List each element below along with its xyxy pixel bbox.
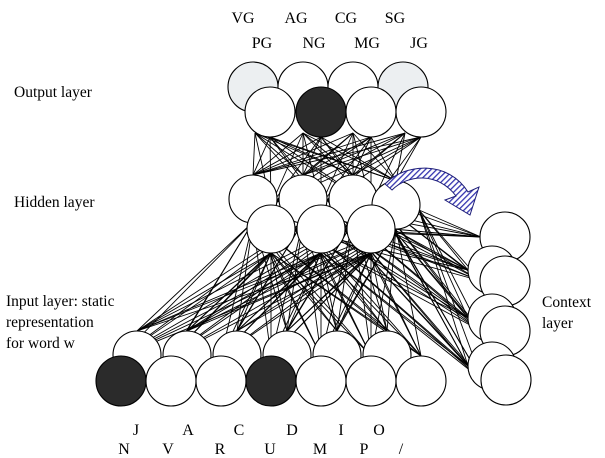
input-unit-u — [245, 355, 297, 407]
output-symbol: JG — [410, 35, 428, 52]
input-symbol: D — [286, 422, 298, 439]
hidden-layer — [228, 174, 421, 254]
input-symbol: J — [133, 422, 139, 439]
input-symbol: N — [118, 441, 130, 458]
connection-line — [418, 209, 469, 319]
hidden-layer-label: Hidden layer — [14, 194, 95, 211]
output-layer — [227, 61, 447, 138]
connection-line — [302, 132, 406, 176]
connection-line — [342, 228, 483, 381]
connection-line — [136, 252, 322, 332]
connection-line — [392, 228, 482, 238]
input-unit-n — [95, 355, 147, 407]
connection-line — [352, 136, 422, 176]
input-symbol: O — [373, 422, 385, 439]
connection-line — [120, 227, 397, 357]
input-symbol: R — [215, 441, 226, 458]
connection-line — [418, 209, 482, 238]
connection-line — [352, 132, 397, 182]
connection-line — [392, 228, 483, 381]
input-unit-m — [295, 355, 347, 407]
input-unit-r — [195, 355, 247, 407]
connection-line — [392, 228, 482, 282]
hidden-unit — [296, 204, 346, 254]
connection-line — [252, 136, 372, 176]
input-symbol: U — [264, 441, 276, 458]
context-unit — [480, 354, 532, 406]
connection-line — [252, 136, 422, 176]
connection-line — [136, 252, 272, 332]
connection-line — [418, 209, 469, 367]
connection-line — [370, 136, 397, 182]
output-unit-ng — [295, 86, 347, 138]
input-symbols: J A C D I O N V R U M P / — [118, 422, 404, 458]
connection-line — [236, 252, 372, 332]
connection-line — [252, 132, 354, 176]
connection-line — [292, 228, 483, 381]
context-layer-label-line: Context — [542, 294, 592, 311]
input-symbol: M — [313, 441, 327, 458]
hidden-unit — [346, 204, 396, 254]
output-unit-mg — [345, 86, 397, 138]
input-layer — [95, 330, 447, 407]
input-layer-label-line: representation — [6, 314, 94, 331]
input-unit-p — [345, 355, 397, 407]
connection-line — [392, 228, 482, 332]
hidden-unit — [246, 204, 296, 254]
input-symbol: C — [234, 422, 245, 439]
output-symbol: MG — [354, 35, 380, 52]
output-symbol: NG — [302, 35, 326, 52]
input-unit-v — [145, 355, 197, 407]
input-layer-label-line: Input layer: static — [6, 293, 115, 310]
input-symbol: / — [399, 441, 404, 458]
output-symbol: VG — [231, 10, 255, 27]
connection-line — [392, 228, 469, 367]
connection-line — [252, 136, 271, 176]
connection-line — [418, 209, 483, 381]
connection-line — [320, 136, 397, 182]
connection-line — [269, 136, 397, 182]
recurrent-arrow — [384, 167, 480, 216]
output-unit-jg — [395, 86, 447, 138]
context-layer — [467, 211, 532, 406]
connection-line — [302, 136, 422, 176]
output-symbol: AG — [284, 10, 308, 27]
output-symbol: CG — [335, 10, 358, 27]
connection-line — [120, 252, 372, 357]
input-symbol: P — [360, 441, 369, 458]
connection-line — [254, 132, 304, 176]
input-symbol: A — [182, 422, 194, 439]
connection-line — [252, 136, 322, 176]
input-layer-label-line: for word w — [6, 335, 76, 352]
context-layer-label-line: layer — [542, 315, 574, 332]
connection-line — [252, 132, 304, 176]
connection-line — [252, 132, 406, 176]
connection-line — [136, 221, 254, 332]
output-symbol: PG — [252, 35, 273, 52]
output-symbol: SG — [385, 10, 406, 27]
recurrent-arrow-icon — [384, 167, 480, 216]
output-symbols: VG AG CG SG PG NG MG JG — [231, 10, 428, 52]
input-symbol: V — [162, 441, 174, 458]
input-unit-slash — [395, 355, 447, 407]
input-symbol: I — [338, 422, 343, 439]
output-unit-pg — [244, 86, 296, 138]
connection-line — [136, 252, 372, 332]
connection-line — [252, 132, 256, 176]
output-layer-label: Output layer — [14, 84, 93, 101]
layer-labels: Output layer Hidden layer Input layer: s… — [6, 84, 592, 352]
